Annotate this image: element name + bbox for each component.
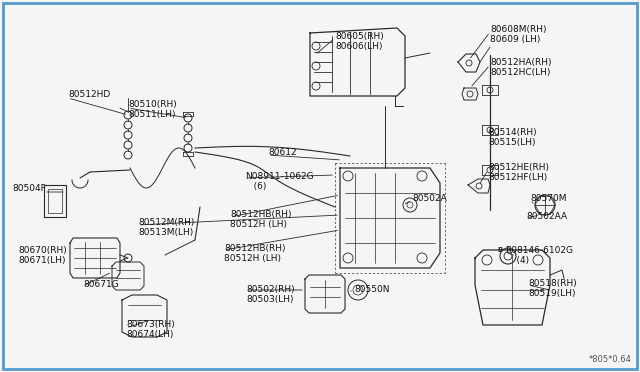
Bar — [48, 189, 62, 213]
Text: 80510(RH)
80511(LH): 80510(RH) 80511(LH) — [128, 100, 177, 119]
Text: 80512HA(RH)
80512HC(LH): 80512HA(RH) 80512HC(LH) — [490, 58, 552, 77]
Text: *805*0.64: *805*0.64 — [589, 355, 632, 364]
Text: 80502A: 80502A — [412, 194, 447, 203]
Text: 80502AA: 80502AA — [526, 212, 567, 221]
Text: 80502(RH)
80503(LH): 80502(RH) 80503(LH) — [246, 285, 294, 304]
Text: 80512HB(RH)
80512H (LH): 80512HB(RH) 80512H (LH) — [224, 244, 285, 263]
Text: 80673(RH)
80674(LH): 80673(RH) 80674(LH) — [126, 320, 175, 339]
Bar — [44, 185, 66, 217]
Text: 80512M(RH)
80513M(LH): 80512M(RH) 80513M(LH) — [138, 218, 195, 237]
Text: 80512HE(RH)
80512HF(LH): 80512HE(RH) 80512HF(LH) — [488, 163, 549, 182]
Text: 80671G: 80671G — [83, 280, 119, 289]
Text: N08911-1062G
   (6): N08911-1062G (6) — [245, 172, 314, 192]
Text: 80570M: 80570M — [530, 194, 566, 203]
Text: 80514(RH)
80515(LH): 80514(RH) 80515(LH) — [488, 128, 536, 147]
Text: 80550N: 80550N — [354, 285, 390, 294]
Text: 80612: 80612 — [268, 148, 296, 157]
Text: 80512HD: 80512HD — [68, 90, 110, 99]
Text: 80518(RH)
80519(LH): 80518(RH) 80519(LH) — [528, 279, 577, 298]
Text: 80512HB(RH)
80512H (LH): 80512HB(RH) 80512H (LH) — [230, 210, 291, 230]
Text: B: B — [497, 247, 502, 253]
Text: 80504F: 80504F — [12, 184, 45, 193]
Text: 80605(RH)
80606(LH): 80605(RH) 80606(LH) — [335, 32, 384, 51]
Text: 80608M(RH)
80609 (LH): 80608M(RH) 80609 (LH) — [490, 25, 547, 44]
Text: R08146-6102G
    (4): R08146-6102G (4) — [505, 246, 573, 265]
Text: 80670(RH)
80671(LH): 80670(RH) 80671(LH) — [18, 246, 67, 265]
